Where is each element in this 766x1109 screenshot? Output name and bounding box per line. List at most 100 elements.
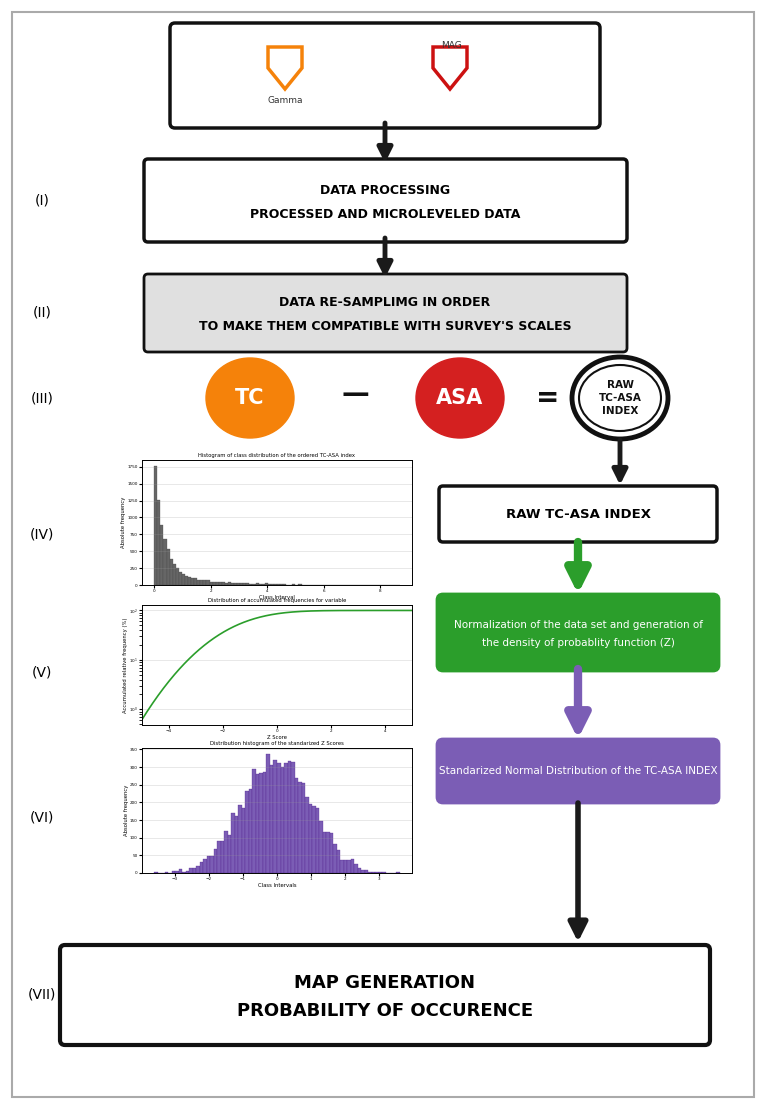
Bar	[298, 782, 302, 873]
Bar	[245, 791, 249, 873]
Bar	[188, 577, 191, 586]
Bar	[172, 563, 175, 586]
Bar	[225, 582, 228, 586]
Text: TC: TC	[235, 388, 265, 408]
Bar	[256, 583, 259, 586]
Bar	[249, 790, 253, 873]
FancyBboxPatch shape	[439, 486, 717, 542]
Bar	[316, 808, 319, 873]
Bar	[157, 500, 160, 586]
Bar	[228, 835, 231, 873]
Bar	[231, 813, 235, 873]
Bar	[268, 583, 271, 586]
Bar	[209, 581, 213, 586]
Bar	[312, 805, 316, 873]
Ellipse shape	[572, 357, 668, 439]
Bar	[336, 849, 340, 873]
FancyBboxPatch shape	[437, 739, 719, 803]
Bar	[382, 872, 386, 873]
Text: (III): (III)	[31, 391, 54, 405]
FancyBboxPatch shape	[12, 12, 754, 1097]
Bar	[178, 572, 182, 586]
Bar	[277, 583, 280, 586]
Text: PROCESSED AND MICROLEVELED DATA: PROCESSED AND MICROLEVELED DATA	[250, 207, 520, 221]
Polygon shape	[437, 51, 463, 85]
Bar	[231, 583, 234, 586]
Text: (V): (V)	[32, 665, 52, 680]
Bar	[344, 861, 347, 873]
Bar	[175, 871, 178, 873]
Text: (II): (II)	[33, 306, 51, 321]
Bar	[280, 766, 284, 873]
Text: MAP GENERATION: MAP GENERATION	[294, 975, 476, 993]
Bar	[228, 582, 231, 586]
Bar	[169, 559, 172, 586]
Bar	[365, 869, 368, 873]
Title: Distribution histogram of the standarized Z Scores: Distribution histogram of the standarize…	[210, 741, 344, 746]
Ellipse shape	[206, 358, 294, 438]
Bar	[238, 805, 242, 873]
Text: (I): (I)	[34, 193, 50, 207]
Bar	[219, 582, 222, 586]
Text: ASA: ASA	[437, 388, 483, 408]
Bar	[241, 583, 244, 586]
Bar	[262, 583, 265, 586]
Bar	[277, 763, 280, 873]
Bar	[200, 862, 203, 873]
Text: —: —	[341, 380, 369, 408]
Text: (IV): (IV)	[30, 528, 54, 542]
Bar	[194, 578, 197, 586]
FancyBboxPatch shape	[437, 594, 719, 671]
Bar	[250, 583, 253, 586]
Bar	[178, 869, 182, 873]
Bar	[244, 582, 247, 586]
Bar	[368, 872, 372, 873]
X-axis label: Z Score: Z Score	[267, 734, 287, 740]
Text: TC-ASA: TC-ASA	[598, 393, 641, 403]
Bar	[291, 762, 295, 873]
Bar	[193, 867, 196, 873]
Bar	[206, 580, 209, 586]
Bar	[235, 816, 238, 873]
Bar	[234, 582, 237, 586]
Text: RAW: RAW	[607, 380, 633, 390]
Bar	[322, 833, 326, 873]
Bar	[182, 574, 185, 586]
Bar	[185, 576, 188, 586]
Bar	[200, 580, 203, 586]
Text: MAG: MAG	[440, 41, 461, 51]
Bar	[175, 568, 178, 586]
Text: the density of probablity function (Z): the density of probablity function (Z)	[482, 638, 674, 648]
Bar	[154, 466, 157, 586]
Bar	[222, 582, 225, 586]
Y-axis label: Absolute frequency: Absolute frequency	[121, 497, 126, 548]
Polygon shape	[272, 51, 298, 85]
Text: RAW TC-ASA INDEX: RAW TC-ASA INDEX	[506, 508, 650, 520]
Text: (VII): (VII)	[28, 988, 56, 1003]
Bar	[302, 783, 305, 873]
FancyBboxPatch shape	[60, 945, 710, 1045]
Bar	[253, 770, 256, 873]
Bar	[284, 763, 287, 873]
Text: (VI): (VI)	[30, 811, 54, 824]
Bar	[263, 772, 267, 873]
Bar	[214, 849, 218, 873]
Bar	[196, 866, 200, 873]
Bar	[260, 773, 263, 873]
Text: Gamma: Gamma	[267, 96, 303, 105]
Bar	[351, 858, 354, 873]
Bar	[242, 807, 245, 873]
Bar	[273, 761, 277, 873]
Bar	[224, 831, 228, 873]
Title: Distribution of accumulated frequencies for variable: Distribution of accumulated frequencies …	[208, 598, 346, 603]
Bar	[211, 856, 214, 873]
Text: DATA PROCESSING: DATA PROCESSING	[320, 183, 450, 196]
X-axis label: Class Intervals: Class Intervals	[257, 883, 296, 887]
Text: TO MAKE THEM COMPATIBLE WITH SURVEY'S SCALES: TO MAKE THEM COMPATIBLE WITH SURVEY'S SC…	[198, 321, 571, 334]
Bar	[247, 583, 250, 586]
Bar	[237, 583, 241, 586]
Ellipse shape	[416, 358, 504, 438]
Bar	[340, 859, 344, 873]
Bar	[326, 833, 329, 873]
Bar	[287, 762, 291, 873]
